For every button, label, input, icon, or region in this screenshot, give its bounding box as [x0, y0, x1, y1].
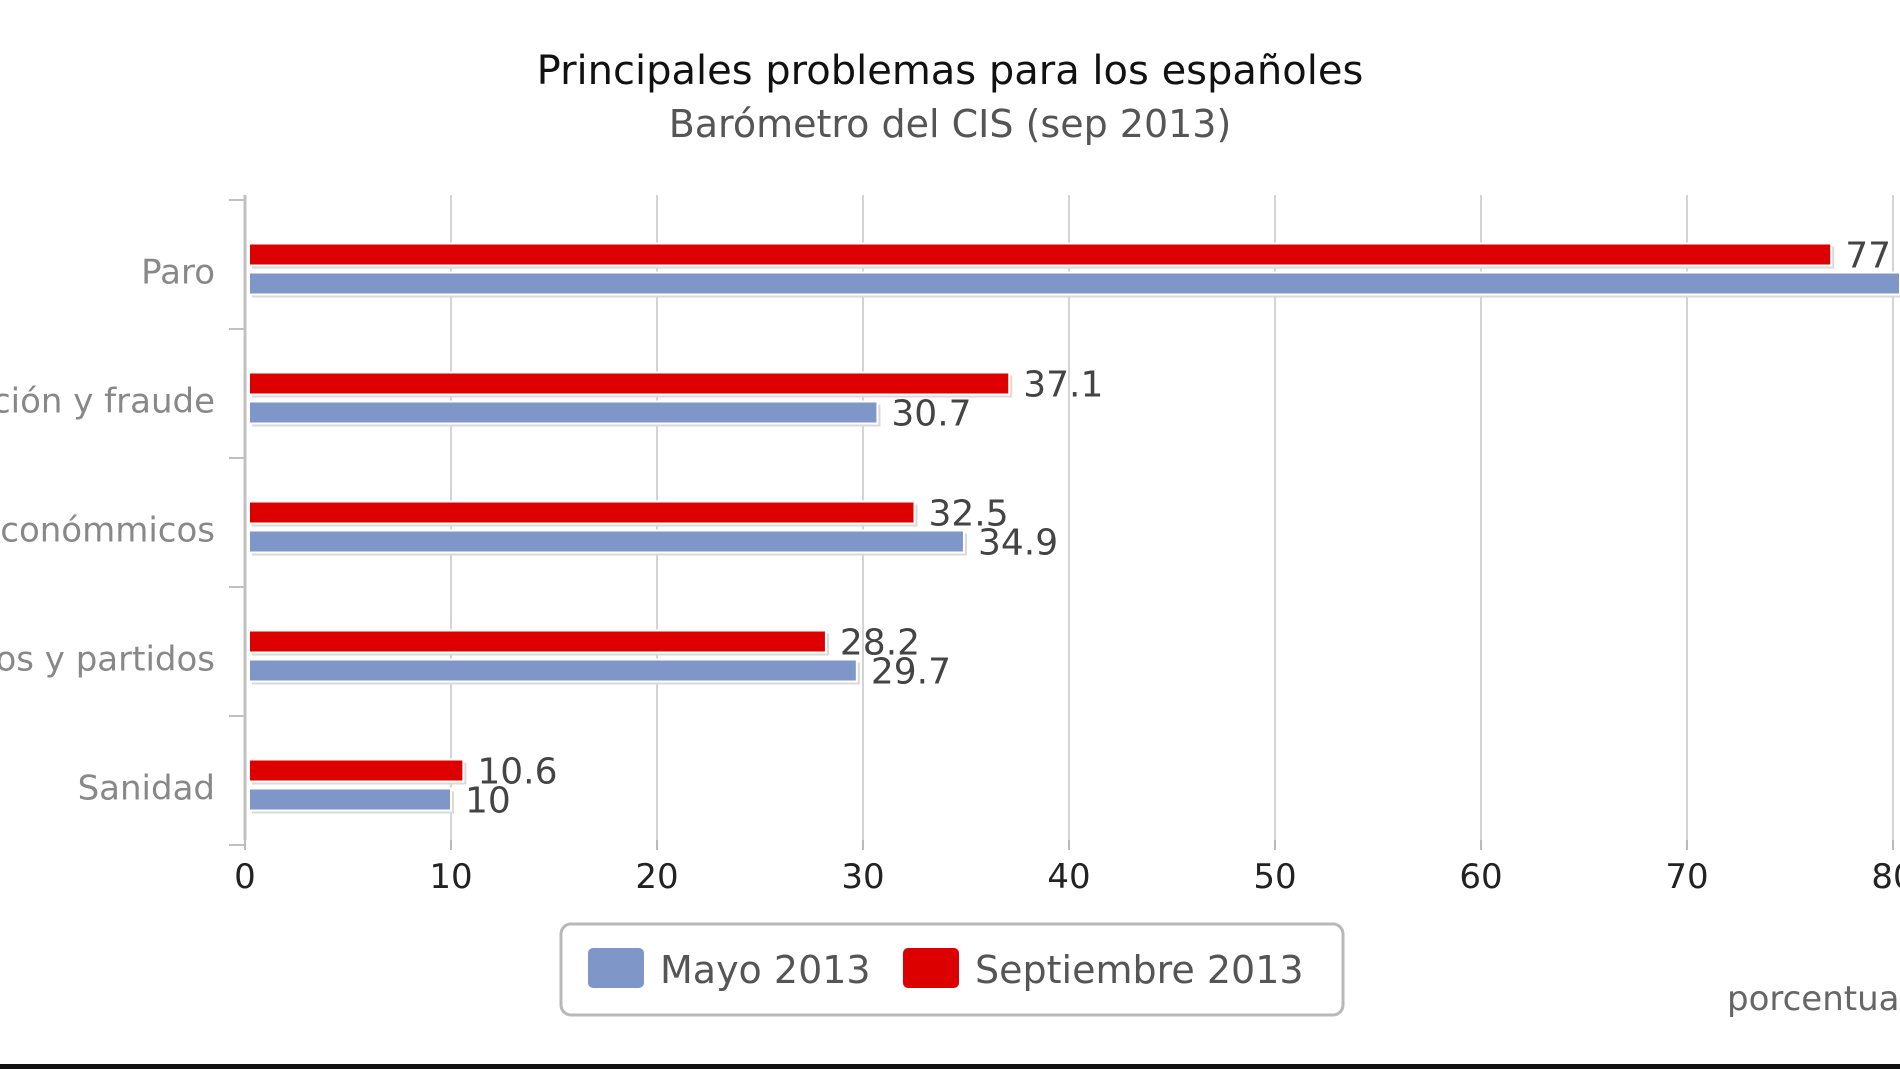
x-tick-label: 0: [234, 857, 256, 897]
data-label: 30.7: [891, 394, 971, 435]
x-axis-title: porcentua: [1727, 979, 1900, 1019]
category-label: Paro: [141, 253, 215, 293]
bar-septiembre-2013: [248, 371, 1011, 396]
bar-mayo-2013: [248, 271, 1900, 296]
data-label: 10.6: [477, 752, 557, 793]
legend-swatch-septiembre: [903, 948, 959, 988]
category-label: os y partidos: [0, 640, 215, 680]
bar-mayo-2013: [248, 658, 858, 683]
data-label: 29.7: [871, 652, 951, 693]
bar-mayo-2013: [248, 787, 452, 812]
bar-mayo-2013: [248, 400, 879, 425]
category-label: conómmicos: [0, 511, 215, 551]
legend-label-septiembre: Septiembre 2013: [975, 948, 1304, 992]
bar-septiembre-2013: [248, 629, 827, 654]
data-label: 28.2: [840, 623, 920, 664]
bar-septiembre-2013: [248, 500, 916, 525]
legend-item-septiembre[interactable]: Septiembre 2013: [903, 948, 1304, 992]
legend-label-mayo: Mayo 2013: [660, 948, 871, 992]
x-tick-label: 40: [1047, 857, 1090, 897]
legend: Mayo 2013 Septiembre 2013: [559, 922, 1345, 1017]
category-label: ción y fraude: [0, 382, 215, 422]
bar-mayo-2013: [248, 529, 965, 554]
x-tick-label: 50: [1253, 857, 1296, 897]
data-labels: 77 37.1 32.5 28.2 10.6 30.7 34.9 29.7 10: [465, 236, 1891, 822]
x-tick-label: 20: [635, 857, 678, 897]
data-label: 37.1: [1023, 365, 1103, 406]
x-tick-label: 30: [841, 857, 884, 897]
x-tick-label: 70: [1665, 857, 1708, 897]
axes: 0 10 20 30 40 50 60 70 80 Paro ción y fraude conómm…: [0, 195, 1900, 897]
x-tick-label: 80: [1871, 857, 1900, 897]
x-tick-label: 10: [429, 857, 472, 897]
x-tick-label: 60: [1459, 857, 1502, 897]
data-label: 32.5: [929, 494, 1009, 535]
data-label: 34.9: [978, 523, 1058, 564]
chart-title: Principales problemas para los españoles: [537, 48, 1364, 94]
chart-subtitle: Barómetro del CIS (sep 2013): [669, 102, 1232, 146]
bar-septiembre-2013: [248, 758, 465, 783]
legend-swatch-mayo: [588, 948, 644, 988]
category-label: Sanidad: [78, 769, 215, 809]
data-label: 77: [1845, 236, 1891, 277]
legend-item-mayo[interactable]: Mayo 2013: [588, 948, 871, 992]
data-label: 10: [465, 781, 511, 822]
bar-septiembre-2013: [248, 242, 1833, 267]
bottom-rule: [0, 1064, 1900, 1069]
bars: [248, 242, 1900, 814]
